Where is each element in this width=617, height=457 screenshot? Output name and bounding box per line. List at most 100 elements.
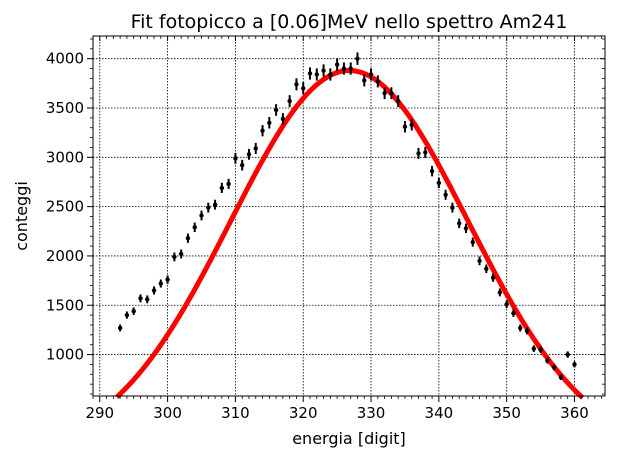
y-tick-label: 4000 bbox=[46, 50, 84, 68]
data-point bbox=[246, 148, 252, 160]
y-axis-label: conteggi bbox=[12, 181, 31, 251]
data-point bbox=[409, 119, 414, 131]
data-marker bbox=[416, 151, 421, 156]
data-marker bbox=[538, 347, 543, 352]
data-marker bbox=[524, 328, 530, 334]
data-marker bbox=[551, 365, 557, 370]
data-marker bbox=[565, 352, 570, 357]
data-marker bbox=[239, 163, 245, 168]
data-point bbox=[436, 177, 442, 189]
data-point bbox=[233, 152, 238, 164]
data-marker bbox=[145, 297, 150, 302]
y-tick-label: 2000 bbox=[46, 247, 84, 265]
data-marker bbox=[497, 290, 503, 295]
data-marker bbox=[328, 72, 333, 77]
data-marker bbox=[362, 78, 367, 83]
data-marker bbox=[558, 375, 564, 380]
data-point bbox=[443, 189, 448, 200]
data-point bbox=[192, 222, 197, 233]
data-point bbox=[138, 294, 143, 303]
data-point bbox=[158, 279, 164, 288]
data-marker bbox=[267, 120, 272, 125]
data-marker bbox=[233, 156, 238, 161]
data-marker bbox=[511, 310, 516, 316]
data-marker bbox=[301, 86, 306, 91]
data-marker bbox=[443, 192, 448, 197]
data-point bbox=[165, 275, 170, 284]
data-point bbox=[375, 75, 381, 88]
data-marker bbox=[206, 205, 211, 210]
data-marker bbox=[165, 277, 170, 282]
data-point bbox=[280, 113, 286, 125]
data-marker bbox=[456, 221, 462, 226]
data-point bbox=[524, 327, 530, 335]
data-point bbox=[145, 295, 150, 304]
data-point bbox=[321, 64, 326, 77]
data-marker bbox=[280, 116, 286, 122]
data-point bbox=[477, 256, 482, 266]
chart-title: Fit fotopicco a [0.06]MeV nello spettro … bbox=[131, 11, 568, 33]
data-marker bbox=[185, 235, 191, 241]
data-marker bbox=[212, 202, 218, 207]
data-marker bbox=[246, 152, 252, 157]
data-marker bbox=[402, 124, 408, 129]
x-tick-label: 340 bbox=[425, 404, 454, 422]
data-point bbox=[199, 210, 204, 221]
data-point bbox=[504, 300, 509, 309]
data-marker bbox=[341, 66, 347, 71]
data-marker bbox=[409, 122, 414, 127]
data-marker bbox=[226, 181, 231, 187]
data-marker bbox=[158, 281, 164, 286]
data-point bbox=[389, 87, 394, 100]
data-marker bbox=[178, 251, 184, 257]
data-marker bbox=[382, 91, 387, 96]
data-point bbox=[382, 87, 387, 100]
data-marker bbox=[450, 205, 455, 210]
data-marker bbox=[423, 150, 428, 155]
data-point bbox=[470, 237, 475, 247]
data-marker bbox=[138, 296, 143, 301]
data-marker bbox=[490, 275, 496, 280]
axes-frame bbox=[92, 35, 606, 397]
data-marker bbox=[172, 254, 177, 260]
data-marker bbox=[355, 56, 360, 61]
data-point bbox=[456, 218, 462, 229]
x-axis-label: energia [digit] bbox=[292, 429, 406, 448]
grid bbox=[93, 36, 605, 396]
data-marker bbox=[199, 213, 204, 218]
data-marker bbox=[572, 362, 577, 367]
data-point bbox=[185, 233, 191, 243]
data-point bbox=[423, 146, 428, 158]
data-marker bbox=[307, 71, 313, 76]
data-marker bbox=[273, 107, 279, 113]
x-tick-label: 350 bbox=[492, 404, 521, 422]
data-point bbox=[260, 125, 265, 137]
data-marker bbox=[375, 79, 381, 84]
data-point bbox=[341, 62, 347, 75]
y-tick-label: 2500 bbox=[46, 198, 84, 216]
data-marker bbox=[470, 239, 475, 245]
data-marker bbox=[348, 66, 353, 71]
data-marker bbox=[531, 346, 536, 351]
data-point bbox=[226, 178, 231, 190]
data-point bbox=[531, 345, 536, 352]
data-marker bbox=[545, 358, 550, 363]
data-point bbox=[490, 273, 496, 282]
data-point bbox=[362, 74, 367, 87]
data-point bbox=[172, 252, 177, 262]
data-marker bbox=[504, 302, 509, 307]
fit-curve bbox=[115, 68, 585, 400]
data-marker bbox=[192, 225, 197, 230]
data-marker bbox=[287, 98, 292, 104]
data-point bbox=[368, 68, 374, 81]
data-marker bbox=[151, 288, 157, 293]
y-tick-label: 1000 bbox=[46, 346, 84, 364]
data-marker bbox=[124, 312, 130, 318]
data-point bbox=[206, 202, 211, 213]
y-tick-label: 1500 bbox=[46, 296, 84, 314]
x-tick-label: 310 bbox=[221, 404, 250, 422]
data-point bbox=[402, 121, 408, 133]
data-point bbox=[287, 95, 292, 108]
